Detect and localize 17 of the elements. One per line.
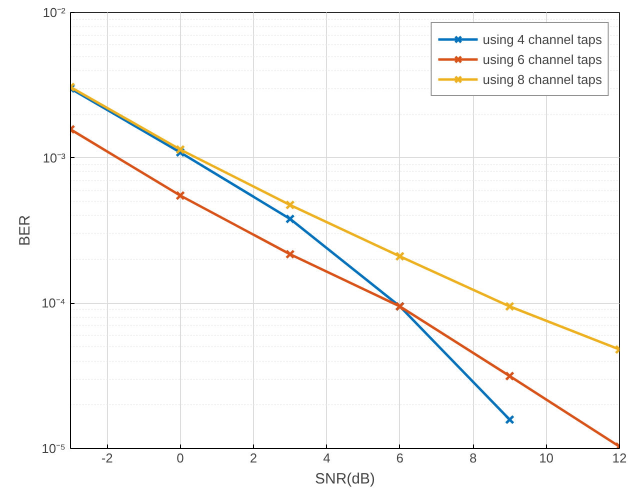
y-tick-label: 10⁻⁴ (41, 296, 66, 311)
x-tick-label: -2 (101, 450, 113, 466)
x-tick-label: 6 (396, 450, 404, 466)
x-tick-label: 8 (469, 450, 477, 466)
y-tick-label: 10⁻² (42, 5, 66, 20)
x-tick-label: 0 (176, 450, 184, 466)
x-axis-title: SNR(dB) (314, 470, 376, 488)
x-tick-label: 12 (612, 450, 627, 466)
y-tick-label: 10⁻⁵ (42, 441, 66, 456)
x-tick-label: 4 (323, 450, 330, 466)
x-tick-label: 10 (539, 450, 554, 466)
legend-label: using 6 channel taps (482, 52, 602, 66)
y-tick-label: 10⁻³ (42, 150, 66, 166)
x-tick-label: 2 (250, 450, 258, 466)
legend-label: using 4 channel taps (482, 32, 602, 46)
y-axis-title: BER (16, 214, 34, 246)
legend-label: using 8 channel taps (482, 72, 602, 86)
